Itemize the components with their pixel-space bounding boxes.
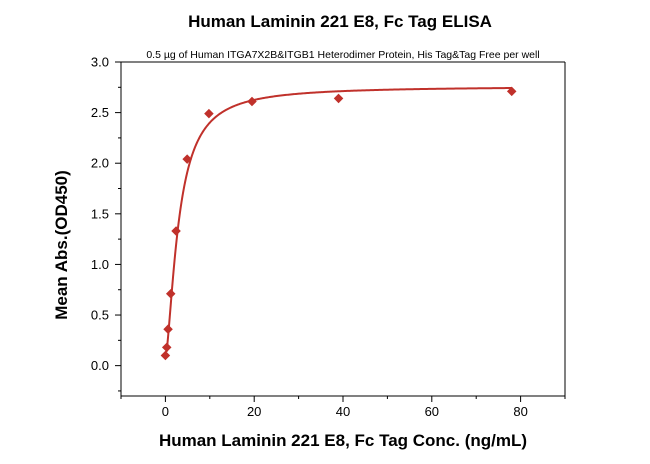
data-point	[247, 96, 257, 107]
y-tick-label: 0.0	[91, 358, 109, 373]
fit-curve	[165, 87, 512, 353]
data-point	[160, 350, 171, 361]
data-point	[182, 154, 192, 164]
y-tick-label: 0.5	[91, 308, 109, 323]
data-point	[161, 342, 172, 353]
y-tick-label: 2.0	[91, 156, 109, 171]
y-tick-label: 1.0	[91, 257, 109, 272]
data-point	[165, 289, 176, 299]
x-tick-label: 20	[247, 404, 261, 419]
y-tick-label: 3.0	[91, 55, 109, 70]
x-tick-label: 40	[336, 404, 350, 419]
x-tick-label: 0	[162, 404, 169, 419]
data-point	[171, 226, 181, 236]
data-point	[333, 93, 344, 104]
x-tick-label: 80	[513, 404, 527, 419]
data-point	[163, 324, 173, 334]
data-points-layer	[160, 86, 517, 361]
y-axis-title: Mean Abs.(OD450)	[52, 170, 71, 320]
data-point	[204, 108, 214, 119]
y-tick-label: 2.5	[91, 105, 109, 120]
axes: 0.0 0.5 1.0 1.5 2.0 2.5 3.0 0 20 40 60 80	[91, 55, 566, 419]
y-tick-label: 1.5	[91, 206, 109, 221]
x-tick-label: 60	[425, 404, 439, 419]
chart-subtitle: 0.5 µg of Human ITGA7X2B&ITGB1 Heterodim…	[146, 49, 539, 61]
data-point	[506, 86, 517, 97]
chart-title: Human Laminin 221 E8, Fc Tag ELISA	[188, 12, 492, 31]
fit-curve-layer	[165, 87, 512, 353]
x-axis-title: Human Laminin 221 E8, Fc Tag Conc. (ng/m…	[159, 431, 527, 450]
